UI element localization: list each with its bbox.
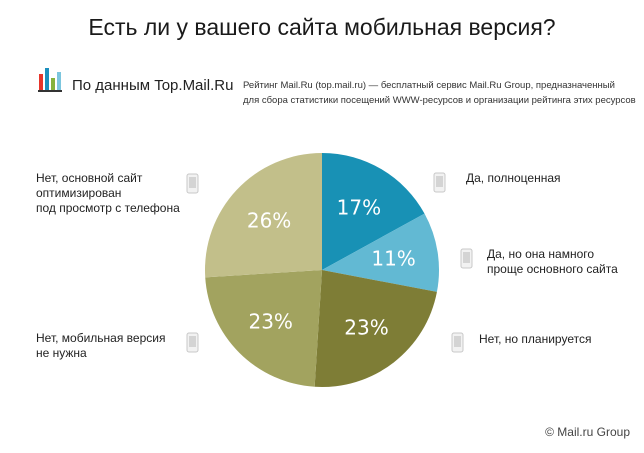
- pie-slice: [314, 270, 437, 388]
- pie-slice: [322, 213, 440, 292]
- pie-slice: [204, 153, 322, 278]
- note-line: для сбора статистики посещений WWW-ресур…: [243, 95, 636, 106]
- copyright: © Mail.ru Group: [545, 425, 630, 439]
- legend-label-planned: Нет, но планируется: [479, 332, 592, 346]
- source-attribution: По данным Top.Mail.Ru: [38, 66, 238, 96]
- note-line: Рейтинг Mail.Ru (top.mail.ru) — бесплатн…: [243, 80, 615, 91]
- bar-chart-logo-icon: [38, 68, 62, 92]
- mobile-phone-icon: [460, 248, 473, 269]
- logo-bar-red: [39, 74, 43, 90]
- legend-label-not-needed: Нет, мобильная версия не нужна: [36, 331, 166, 360]
- chart-title: Есть ли у вашего сайта мобильная версия?: [88, 14, 556, 40]
- pie-slice: [322, 153, 425, 270]
- slice-percent-label: 23%: [248, 309, 292, 333]
- logo-baseline: [38, 90, 62, 92]
- slice-percent-label: 23%: [344, 315, 388, 339]
- mobile-phone-icon: [433, 172, 446, 193]
- logo-bar-lightblue: [57, 72, 61, 90]
- pie-slice: [205, 270, 322, 387]
- legend-label-yes-full: Да, полноценная: [466, 171, 561, 185]
- source-label: По данным Top.Mail.Ru: [72, 77, 234, 94]
- slice-percent-label: 11%: [371, 247, 415, 271]
- legend-label-optimized: Нет, основной сайт оптимизирован под про…: [36, 171, 180, 215]
- rating-note: Рейтинг Mail.Ru (top.mail.ru) — бесплатн…: [243, 78, 638, 108]
- slice-percent-label: 26%: [247, 208, 291, 232]
- mobile-phone-icon: [186, 332, 199, 353]
- mobile-phone-icon: [186, 173, 199, 194]
- slice-percent-label: 17%: [337, 196, 381, 220]
- logo-bar-green: [51, 78, 55, 90]
- logo-bar-blue: [45, 68, 49, 90]
- legend-label-yes-simple: Да, но она намного проще основного сайта: [487, 247, 618, 276]
- mobile-phone-icon: [451, 332, 464, 353]
